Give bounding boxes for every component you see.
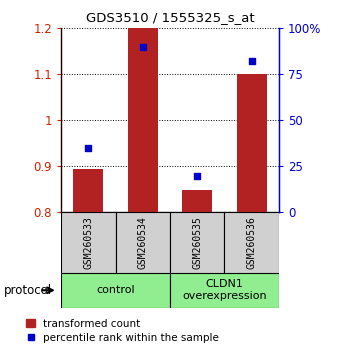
Text: GSM260533: GSM260533 [83,216,94,269]
Legend: transformed count, percentile rank within the sample: transformed count, percentile rank withi… [22,315,223,347]
Bar [224,212,279,273]
Bar [73,169,103,212]
Bar [170,273,279,308]
Title: GDS3510 / 1555325_s_at: GDS3510 / 1555325_s_at [86,11,254,24]
Bar [182,190,212,212]
Text: CLDN1
overexpression: CLDN1 overexpression [182,279,267,301]
Point [194,173,200,178]
Point [249,59,254,64]
Text: protocol: protocol [3,284,52,297]
Bar [116,212,170,273]
Text: control: control [96,285,135,295]
Bar [61,273,170,308]
Bar [61,212,116,273]
Text: GSM260535: GSM260535 [192,216,202,269]
Bar [170,212,224,273]
Bar [237,74,267,212]
Bar [128,28,158,212]
Point [86,145,91,151]
Text: GSM260534: GSM260534 [138,216,148,269]
Point [140,44,146,50]
Text: GSM260536: GSM260536 [246,216,257,269]
